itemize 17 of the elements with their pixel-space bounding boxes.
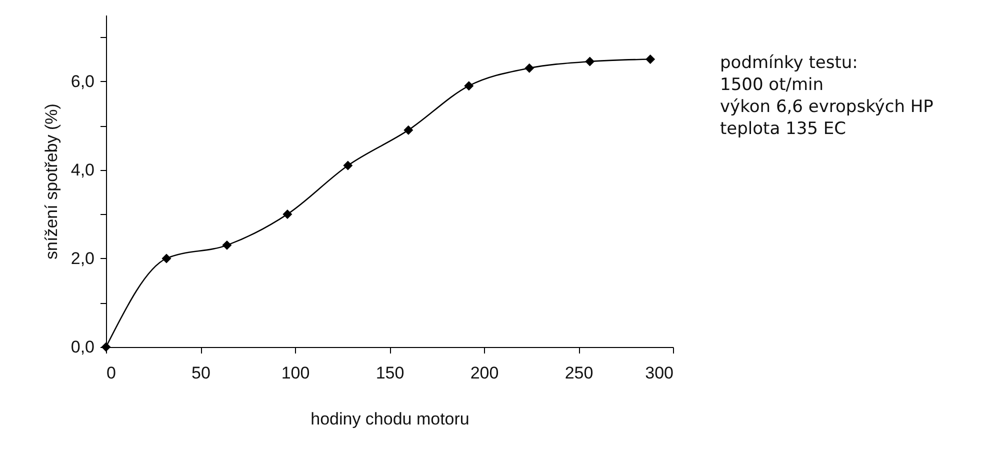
x-tick-label: 100 — [281, 364, 310, 382]
x-tick-label: 300 — [645, 364, 674, 382]
text: výkon 6,6 evropských HP — [720, 96, 934, 118]
text: teplota 135 EC — [720, 118, 847, 140]
x-tick-label: 200 — [470, 364, 499, 382]
x-tick-label: 250 — [564, 364, 594, 382]
y-tick-label: 6,0 — [70, 72, 94, 91]
text: 1500 ot/min — [720, 74, 825, 96]
y-tick-label: 0,0 — [70, 338, 94, 356]
y-axis-title: snížení spotřeby (%) — [42, 104, 61, 260]
x-tick-label: 50 — [192, 364, 210, 382]
y-tick-label: 4,0 — [70, 160, 94, 180]
x-tick-label: 150 — [376, 364, 404, 382]
x-axis-title: hodiny chodu motoru — [310, 410, 470, 428]
y-tick-label: 2,0 — [70, 248, 94, 268]
text: podmínky testu: — [720, 52, 859, 74]
x-tick-label: 0 — [106, 364, 116, 382]
